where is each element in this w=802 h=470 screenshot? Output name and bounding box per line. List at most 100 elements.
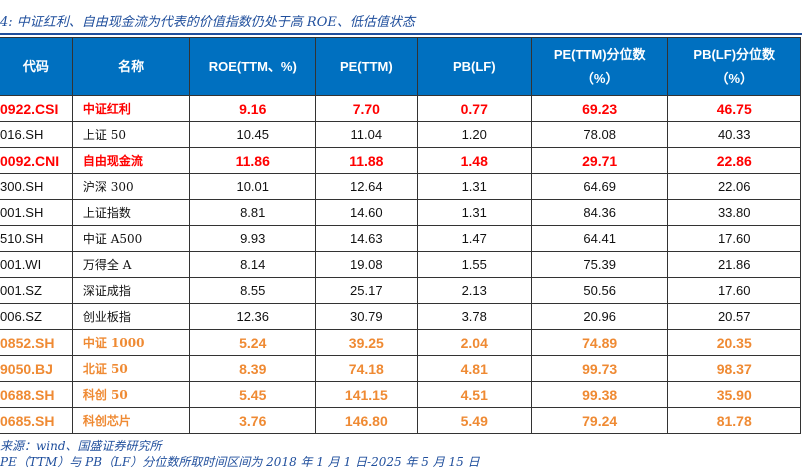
pe-cell: 146.80: [315, 407, 418, 434]
pe-cell: 12.64: [315, 173, 418, 200]
pb-percentile-cell: 81.78: [667, 407, 801, 434]
pe-percentile-cell: 84.36: [530, 199, 669, 226]
pb-percentile-cell: 35.90: [667, 381, 801, 408]
code-cell: 0685.SH: [0, 407, 73, 434]
pe-cell: 141.15: [315, 381, 418, 408]
table-row: 9050.BJ 北证 50 8.39 74.18 4.81 99.73 98.37: [0, 355, 801, 382]
pb-cell: 1.48: [416, 147, 532, 174]
header-roe: ROE(TTM、%): [189, 37, 317, 96]
header-unit: （%）: [580, 70, 619, 86]
table-row: 0852.SH 中证 1000 5.24 39.25 2.04 74.89 20.35: [0, 329, 801, 356]
header-name: 名称: [71, 37, 191, 96]
pb-percentile-cell: 46.75: [667, 95, 801, 122]
header-unit: （%）: [715, 70, 753, 86]
pe-cell: 14.63: [315, 225, 418, 252]
pe-cell: 11.04: [315, 121, 418, 148]
header-pe: PE(TTM): [315, 37, 418, 96]
code-cell: 0092.CNI: [0, 147, 73, 174]
header-pe-percentile: PE(TTM)分位数 （%）: [530, 37, 669, 96]
table-row: 001.SH 上证指数 8.81 14.60 1.31 84.36 33.80: [0, 199, 801, 226]
pb-cell: 4.81: [416, 355, 532, 382]
pe-cell: 19.08: [315, 251, 418, 278]
table-caption: 4: 中证红利、自由现金流为代表的价值指数仍处于高 ROE、低估值状态: [0, 15, 415, 30]
pb-cell: 4.51: [416, 381, 532, 408]
pb-cell: 2.04: [416, 329, 532, 356]
roe-cell: 10.01: [189, 173, 317, 200]
period-note: PE（TTM）与 PB（LF）分位数所取时间区间为 2018 年 1 月 1 日…: [0, 455, 480, 469]
roe-cell: 8.55: [189, 277, 317, 304]
pb-cell: 1.55: [416, 251, 532, 278]
roe-cell: 9.16: [189, 95, 317, 122]
name-cell: 自由现金流: [71, 147, 191, 174]
roe-cell: 5.24: [189, 329, 317, 356]
header-label: PB(LF)分位数: [693, 46, 776, 62]
pe-percentile-cell: 74.89: [530, 329, 669, 356]
pb-percentile-cell: 20.57: [667, 303, 801, 330]
table-row: 001.WI 万得全 A 8.14 19.08 1.55 75.39 21.86: [0, 251, 801, 278]
pb-cell: 1.31: [416, 199, 532, 226]
name-cell: 北证 50: [71, 355, 191, 382]
code-cell: 006.SZ: [0, 303, 73, 330]
table-row: 0688.SH 科创 50 5.45 141.15 4.51 99.38 35.90: [0, 381, 801, 408]
header-label: 代码: [22, 58, 49, 74]
pb-percentile-cell: 22.06: [667, 173, 801, 200]
name-cell: 科创 50: [71, 381, 191, 408]
code-cell: 0922.CSI: [0, 95, 73, 122]
pe-cell: 14.60: [315, 199, 418, 226]
source-note: 来源：wind、国盛证券研究所: [0, 439, 162, 453]
header-pb-percentile: PB(LF)分位数 （%）: [667, 37, 801, 96]
pe-cell: 30.79: [315, 303, 418, 330]
roe-cell: 11.86: [189, 147, 317, 174]
table-header-row: 代码 名称 ROE(TTM、%) PE(TTM) PB(LF) PE(TTM)分…: [0, 37, 801, 96]
pb-percentile-cell: 17.60: [667, 277, 801, 304]
name-cell: 上证指数: [71, 199, 191, 226]
pe-cell: 7.70: [315, 95, 418, 122]
code-cell: 001.SZ: [0, 277, 73, 304]
pb-percentile-cell: 22.86: [667, 147, 801, 174]
name-cell: 深证成指: [71, 277, 191, 304]
name-cell: 创业板指: [71, 303, 191, 330]
header-label: PB(LF): [452, 58, 496, 74]
pe-percentile-cell: 64.69: [530, 173, 669, 200]
roe-cell: 8.81: [189, 199, 317, 226]
code-cell: 016.SH: [0, 121, 73, 148]
pb-cell: 3.78: [416, 303, 532, 330]
table-row: 510.SH 中证 A500 9.93 14.63 1.47 64.41 17.60: [0, 225, 801, 252]
pb-percentile-cell: 21.86: [667, 251, 801, 278]
code-cell: 300.SH: [0, 173, 73, 200]
pe-percentile-cell: 99.38: [530, 381, 669, 408]
pe-percentile-cell: 64.41: [530, 225, 669, 252]
pe-percentile-cell: 78.08: [530, 121, 669, 148]
table-row: 001.SZ 深证成指 8.55 25.17 2.13 50.56 17.60: [0, 277, 801, 304]
valuation-table: 代码 名称 ROE(TTM、%) PE(TTM) PB(LF) PE(TTM)分…: [0, 37, 801, 434]
pb-cell: 5.49: [416, 407, 532, 434]
code-cell: 9050.BJ: [0, 355, 73, 382]
code-cell: 510.SH: [0, 225, 73, 252]
pb-cell: 1.20: [416, 121, 532, 148]
header-pb: PB(LF): [416, 37, 532, 96]
roe-cell: 8.39: [189, 355, 317, 382]
name-cell: 中证 1000: [71, 329, 191, 356]
pb-cell: 2.13: [416, 277, 532, 304]
pb-cell: 1.47: [416, 225, 532, 252]
pe-percentile-cell: 69.23: [530, 95, 669, 122]
name-cell: 沪深 300: [71, 173, 191, 200]
roe-cell: 12.36: [189, 303, 317, 330]
roe-cell: 5.45: [189, 381, 317, 408]
table-row: 300.SH 沪深 300 10.01 12.64 1.31 64.69 22.06: [0, 173, 801, 200]
roe-cell: 8.14: [189, 251, 317, 278]
table-row: 0685.SH 科创芯片 3.76 146.80 5.49 79.24 81.78: [0, 407, 801, 434]
pe-percentile-cell: 50.56: [530, 277, 669, 304]
header-label: 名称: [118, 58, 145, 74]
roe-cell: 3.76: [189, 407, 317, 434]
header-label: PE(TTM): [339, 58, 393, 74]
pe-percentile-cell: 99.73: [530, 355, 669, 382]
pb-cell: 1.31: [416, 173, 532, 200]
pb-percentile-cell: 98.37: [667, 355, 801, 382]
pb-cell: 0.77: [416, 95, 532, 122]
pb-percentile-cell: 33.80: [667, 199, 801, 226]
pb-percentile-cell: 17.60: [667, 225, 801, 252]
pb-percentile-cell: 20.35: [667, 329, 801, 356]
table-row: 0092.CNI 自由现金流 11.86 11.88 1.48 29.71 22.86: [0, 147, 801, 174]
pe-cell: 74.18: [315, 355, 418, 382]
